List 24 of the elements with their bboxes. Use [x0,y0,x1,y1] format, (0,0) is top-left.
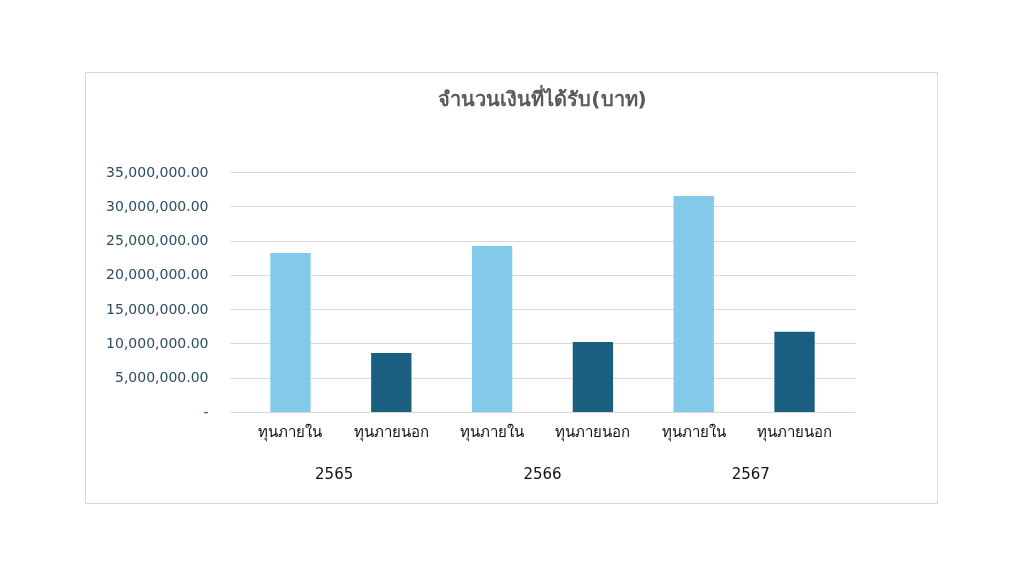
x-tick-label: 2566 [523,465,562,483]
y-tick-label: 5,000,000.00 [114,369,209,386]
text: ทุนภายนอก [555,422,631,441]
bar [371,353,412,412]
text: ทุนภายใน [460,422,525,441]
bar [270,252,311,412]
text: ทุนภายใน [661,422,726,441]
text: ทุนภายนอก [757,422,833,441]
y-tick-label: 35,000,000.00 [106,163,209,180]
x-tick-label: 2567 [731,465,770,483]
chart-title: จำนวนเงินที่ได้รับ(บาท) [438,84,647,111]
series-label: ทุนภายนอก [353,422,429,442]
y-tick-label: 10,000,000.00 [106,334,209,351]
y-tick-label: 20,000,000.00 [106,266,209,283]
series-label: ทุนภายใน [258,422,323,442]
bar [572,342,614,412]
y-tick-label: 25,000,000.00 [106,232,209,249]
bar [471,246,513,412]
bar [774,331,815,412]
y-tick-label: 15,000,000.00 [106,300,209,317]
y-tick-label: 30,000,000.00 [106,197,209,214]
x-tick-label: 2565 [315,465,354,483]
y-tick-label: - [203,403,209,420]
bar [673,196,714,412]
